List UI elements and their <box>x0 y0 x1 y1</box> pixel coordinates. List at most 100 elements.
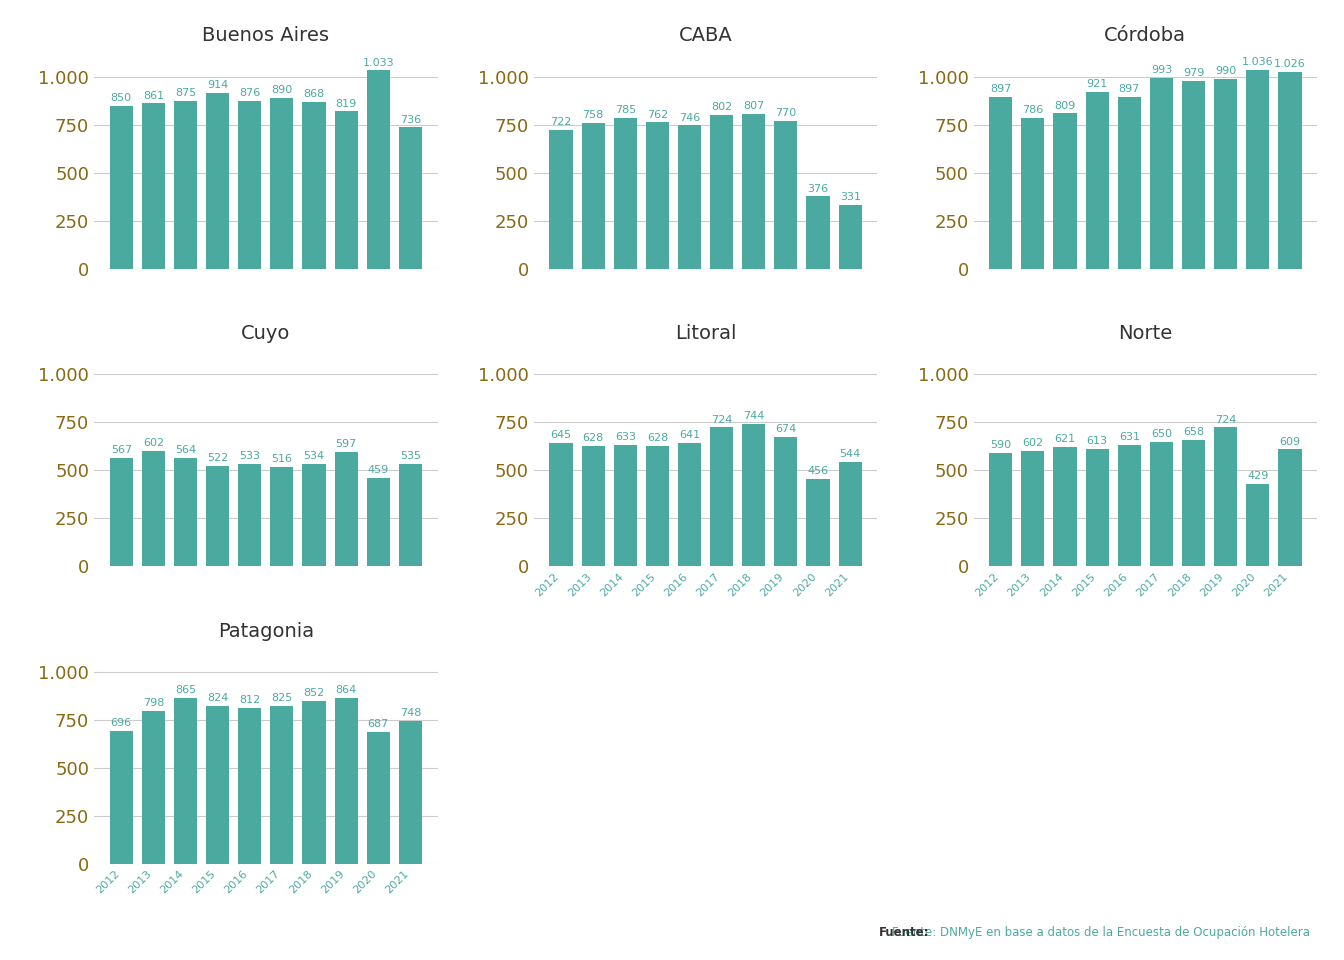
Bar <box>582 445 605 566</box>
Bar <box>1054 447 1077 566</box>
Text: 456: 456 <box>808 466 829 476</box>
Text: 645: 645 <box>551 430 571 440</box>
Bar <box>335 452 358 566</box>
Text: 724: 724 <box>711 415 732 424</box>
Bar <box>270 468 293 566</box>
Bar <box>238 464 261 566</box>
Bar <box>335 111 358 269</box>
Bar <box>110 458 133 566</box>
Text: 807: 807 <box>743 101 765 111</box>
Text: 770: 770 <box>775 108 797 118</box>
Text: 722: 722 <box>550 117 571 128</box>
Text: 597: 597 <box>336 439 356 449</box>
Bar <box>270 706 293 864</box>
Bar <box>399 464 422 566</box>
Text: 762: 762 <box>646 109 668 120</box>
Text: 850: 850 <box>110 93 132 103</box>
Text: 522: 522 <box>207 453 228 464</box>
Bar <box>142 104 165 269</box>
Bar <box>710 427 734 566</box>
Bar <box>677 444 702 566</box>
Bar <box>1021 118 1044 269</box>
Bar <box>1181 440 1206 566</box>
Text: 824: 824 <box>207 693 228 703</box>
Text: 631: 631 <box>1118 432 1140 443</box>
Text: 819: 819 <box>336 99 356 108</box>
Text: 921: 921 <box>1086 79 1107 89</box>
Text: 861: 861 <box>142 90 164 101</box>
Text: 897: 897 <box>991 84 1012 94</box>
Bar <box>1278 72 1301 269</box>
Text: 429: 429 <box>1247 471 1269 481</box>
Bar <box>110 106 133 269</box>
Text: 809: 809 <box>1055 101 1075 110</box>
Text: 865: 865 <box>175 685 196 695</box>
Title: Norte: Norte <box>1118 324 1172 343</box>
Bar <box>1214 79 1238 269</box>
Text: 914: 914 <box>207 81 228 90</box>
Bar <box>1246 70 1269 269</box>
Text: 687: 687 <box>368 719 388 730</box>
Text: 590: 590 <box>991 441 1011 450</box>
Text: 628: 628 <box>582 433 603 443</box>
Text: 748: 748 <box>399 708 421 718</box>
Text: 696: 696 <box>110 718 132 728</box>
Bar <box>1086 448 1109 566</box>
Bar <box>302 464 325 566</box>
Text: 564: 564 <box>175 445 196 455</box>
Text: 736: 736 <box>401 114 421 125</box>
Bar <box>550 443 573 566</box>
Bar <box>302 102 325 269</box>
Bar <box>399 128 422 269</box>
Text: Fuente:: Fuente: <box>879 925 930 939</box>
Bar <box>1086 92 1109 269</box>
Text: 567: 567 <box>110 444 132 455</box>
Text: 1.033: 1.033 <box>363 58 394 67</box>
Text: 613: 613 <box>1087 436 1107 445</box>
Bar <box>550 130 573 269</box>
Bar <box>614 444 637 566</box>
Bar <box>238 101 261 269</box>
Text: 674: 674 <box>775 424 797 434</box>
Text: 516: 516 <box>271 454 293 465</box>
Text: 825: 825 <box>271 693 293 703</box>
Bar <box>1150 78 1173 269</box>
Text: 758: 758 <box>582 110 603 120</box>
Bar <box>839 205 862 269</box>
Bar <box>614 118 637 269</box>
Text: 633: 633 <box>614 432 636 442</box>
Text: 621: 621 <box>1055 434 1075 444</box>
Text: 602: 602 <box>142 438 164 448</box>
Bar <box>1278 449 1301 566</box>
Bar <box>367 478 390 566</box>
Bar <box>742 423 765 566</box>
Text: 979: 979 <box>1183 68 1204 78</box>
Text: 1.026: 1.026 <box>1274 59 1306 69</box>
Bar <box>367 732 390 864</box>
Bar <box>1214 427 1238 566</box>
Bar <box>806 197 829 269</box>
Text: 602: 602 <box>1023 438 1043 448</box>
Bar <box>806 479 829 566</box>
Bar <box>335 698 358 864</box>
Text: 802: 802 <box>711 102 732 112</box>
Title: Cuyo: Cuyo <box>241 324 290 343</box>
Bar <box>142 711 165 864</box>
Text: 724: 724 <box>1215 415 1236 424</box>
Bar <box>1021 451 1044 566</box>
Bar <box>646 123 669 269</box>
Bar <box>173 458 198 566</box>
Bar <box>774 437 797 566</box>
Text: Fuente: DNMyE en base a datos de la Encuesta de Ocupación Hotelera: Fuente: DNMyE en base a datos de la Encu… <box>892 925 1310 939</box>
Title: Litoral: Litoral <box>675 324 737 343</box>
Text: 852: 852 <box>304 687 325 698</box>
Bar <box>582 123 605 269</box>
Bar <box>1118 445 1141 566</box>
Title: Córdoba: Córdoba <box>1105 26 1187 45</box>
Text: 786: 786 <box>1023 105 1043 115</box>
Text: 609: 609 <box>1279 437 1301 446</box>
Title: CABA: CABA <box>679 26 732 45</box>
Bar <box>302 701 325 864</box>
Bar <box>173 698 198 864</box>
Title: Buenos Aires: Buenos Aires <box>203 26 329 45</box>
